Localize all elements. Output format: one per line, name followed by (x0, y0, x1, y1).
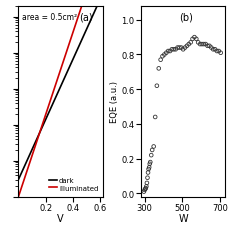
Point (160, 55, 164, 59)
Point (156, 67, 160, 71)
Point (184, 45, 188, 49)
illuminated (67, 44, 70, 47)
Point (145, 176, 149, 180)
Point (171, 48, 175, 52)
Text: (b): (b) (178, 13, 192, 22)
Point (177, 46, 180, 50)
Point (210, 48, 214, 52)
dark (57, 89, 60, 92)
Point (192, 36, 195, 40)
Point (154, 85, 158, 88)
dark (99, 5, 102, 8)
Point (216, 50, 220, 54)
Point (144, 185, 147, 188)
Point (162, 53, 166, 57)
illuminated (101, 5, 104, 8)
illuminated (99, 5, 102, 8)
Point (143, 186, 147, 190)
Point (203, 43, 207, 47)
Point (209, 46, 212, 50)
Point (218, 52, 222, 55)
Point (190, 38, 194, 41)
X-axis label: W: W (177, 213, 187, 224)
Point (142, 190, 145, 194)
Point (207, 45, 210, 49)
X-axis label: V: V (57, 213, 64, 224)
illuminated (17, 196, 20, 198)
dark (95, 5, 98, 8)
Point (164, 52, 167, 55)
Point (143, 187, 146, 191)
dark (86, 26, 89, 29)
Point (179, 46, 182, 50)
Point (194, 38, 197, 41)
Legend: dark, illuminated: dark, illuminated (46, 175, 101, 194)
Point (212, 48, 216, 52)
Point (147, 162, 151, 166)
Point (146, 167, 150, 171)
illuminated (57, 73, 60, 76)
Point (173, 48, 177, 52)
Point (182, 46, 186, 50)
Point (186, 43, 190, 47)
Point (142, 188, 146, 192)
Point (169, 48, 173, 52)
Point (205, 45, 208, 49)
Point (147, 166, 150, 169)
Point (201, 43, 205, 47)
Y-axis label: EQE (a.u.): EQE (a.u.) (109, 81, 118, 123)
dark (63, 78, 65, 81)
Point (175, 46, 179, 50)
Point (148, 161, 151, 164)
Point (151, 145, 155, 149)
Point (149, 154, 153, 157)
Point (144, 181, 148, 185)
Point (150, 148, 153, 152)
Point (158, 59, 162, 62)
illuminated (86, 5, 89, 8)
Point (180, 48, 184, 52)
Point (167, 50, 171, 54)
Point (197, 43, 201, 47)
Line: illuminated: illuminated (18, 7, 102, 197)
Line: dark: dark (18, 7, 102, 180)
illuminated (63, 58, 65, 61)
dark (57, 90, 60, 93)
Point (146, 171, 149, 174)
Text: area = 0.5cm²: area = 0.5cm² (22, 13, 76, 22)
Point (153, 116, 156, 119)
Text: (a): (a) (79, 13, 93, 22)
Point (188, 41, 192, 45)
dark (17, 178, 20, 181)
Point (196, 41, 199, 45)
dark (101, 5, 104, 8)
Point (214, 50, 218, 54)
Point (199, 43, 203, 47)
dark (67, 68, 70, 71)
Point (166, 50, 169, 54)
illuminated (80, 5, 83, 8)
illuminated (57, 75, 60, 78)
